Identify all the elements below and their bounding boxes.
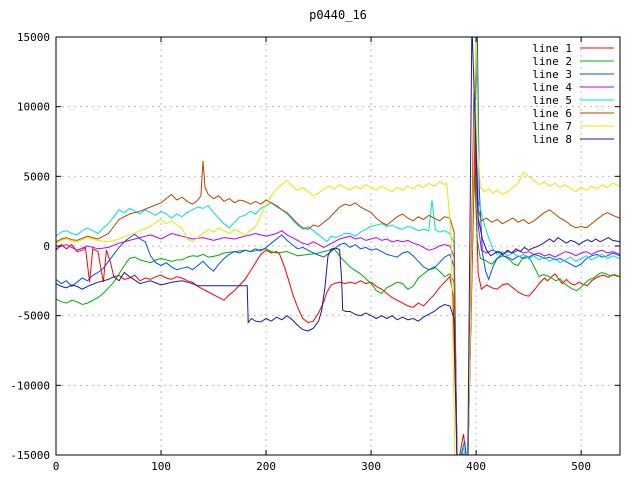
series-line-6	[56, 120, 620, 455]
legend-entry: line 3	[532, 68, 614, 81]
legend-entry: line 4	[532, 81, 614, 94]
legend-entry: line 8	[532, 133, 614, 146]
x-tick-label: 100	[151, 460, 171, 473]
chart-title: p0440_16	[309, 8, 367, 22]
x-tick-label: 200	[256, 460, 276, 473]
legend-label: line 7	[532, 120, 572, 133]
legend-label: line 4	[532, 81, 572, 94]
y-tick-label: 10000	[17, 101, 50, 114]
y-tick-label: 15000	[17, 31, 50, 44]
x-tick-label: 300	[361, 460, 381, 473]
y-tick-label: -10000	[10, 379, 50, 392]
y-tick-label: -15000	[10, 449, 50, 462]
legend-entry: line 5	[532, 94, 614, 107]
legend-label: line 2	[532, 55, 572, 68]
legend-label: line 3	[532, 68, 572, 81]
y-tick-label: 0	[43, 240, 50, 253]
x-tick-label: 0	[53, 460, 60, 473]
y-tick-label: -5000	[17, 310, 50, 323]
legend-entry: line 7	[532, 120, 614, 133]
x-tick-label: 500	[571, 460, 591, 473]
x-tick-label: 400	[466, 460, 486, 473]
series-line-8	[56, 37, 620, 455]
series-group	[56, 37, 620, 455]
legend-label: line 1	[532, 42, 572, 55]
series-line-7	[56, 37, 620, 455]
legend-entry: line 2	[532, 55, 614, 68]
series-line-3	[56, 37, 620, 455]
series-line-1	[56, 92, 620, 455]
legend-label: line 6	[532, 107, 572, 120]
series-line-4	[56, 134, 620, 455]
legend-entry: line 6	[532, 107, 614, 120]
series-line-2	[56, 162, 620, 455]
legend-entry: line 1	[532, 42, 614, 55]
series-line-5	[56, 99, 620, 455]
legend-label: line 5	[532, 94, 572, 107]
y-tick-label: 5000	[24, 170, 51, 183]
legend-label: line 8	[532, 133, 572, 146]
